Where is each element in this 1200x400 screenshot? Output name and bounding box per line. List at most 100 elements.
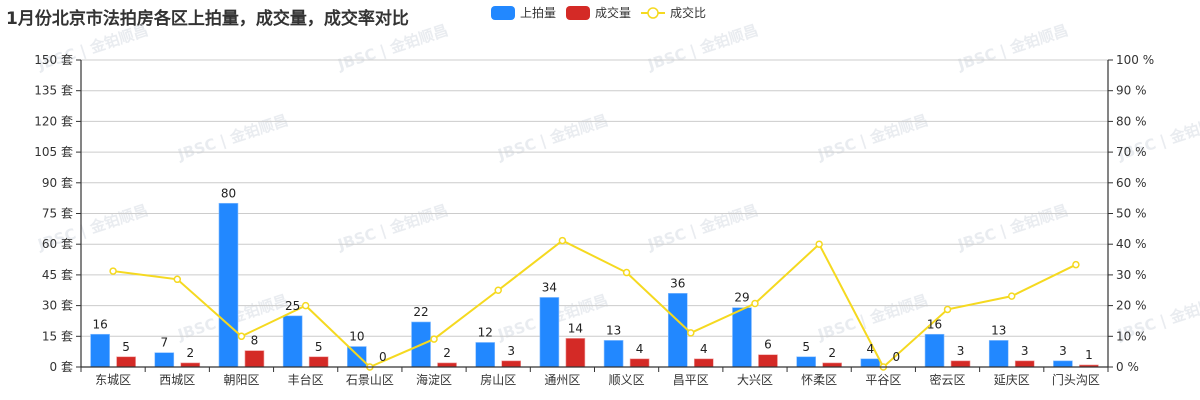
bar-sold-value: 3	[957, 344, 965, 358]
bar-sold[interactable]	[1014, 360, 1035, 368]
bar-listed-value: 36	[670, 276, 685, 290]
watermark-text: JBSC | 金铂顺昌	[955, 21, 1071, 75]
bar-listed-value: 12	[478, 325, 493, 339]
y2-axis-tick-label: 0 %	[1116, 360, 1139, 374]
bar-listed[interactable]	[796, 356, 816, 368]
bar-sold[interactable]	[758, 354, 778, 368]
ratio-point[interactable]	[1007, 292, 1016, 300]
chart-title: 1月份北京市法拍房各区上拍量，成交量，成交率对比	[6, 9, 409, 29]
ratio-point[interactable]	[622, 268, 631, 277]
watermark-text: JBSC | 金铂顺昌	[815, 291, 931, 345]
bar-listed[interactable]	[667, 293, 688, 368]
ratio-point[interactable]	[687, 329, 695, 337]
bar-sold[interactable]	[308, 356, 329, 368]
watermark-text: JBSC | 金铂顺昌	[645, 21, 761, 75]
bar-listed[interactable]	[860, 358, 881, 368]
legend-label-ratio: 成交比	[670, 6, 707, 20]
bar-sold-value: 0	[379, 350, 387, 364]
legend-swatch-sold	[566, 5, 591, 20]
ratio-point[interactable]	[430, 335, 438, 343]
legend-item-ratio[interactable]: 成交比	[641, 4, 706, 21]
bar-sold-value: 4	[700, 342, 708, 356]
ratio-point[interactable]	[237, 332, 246, 341]
bar-listed-value: 3	[1059, 344, 1067, 358]
bar-sold-value: 8	[251, 334, 259, 348]
x-axis-category-label: 朝阳区	[223, 373, 259, 387]
x-axis-category-label: 通州区	[544, 373, 580, 387]
legend-label-sold: 成交量	[595, 6, 632, 20]
y2-axis-tick-label: 100 %	[1116, 53, 1154, 67]
watermark-text: JBSC | 金铂顺昌	[815, 111, 931, 165]
legend-item-listed[interactable]: 上拍量	[491, 4, 556, 21]
bar-sold[interactable]	[244, 350, 265, 368]
bar-listed[interactable]	[603, 340, 624, 368]
bar-listed[interactable]	[282, 315, 303, 368]
y-axis-tick-label: 105 套	[34, 145, 73, 159]
bar-listed-value: 25	[285, 299, 300, 313]
y2-axis-tick-label: 20 %	[1116, 299, 1147, 313]
legend-item-sold[interactable]: 成交量	[566, 4, 631, 21]
x-axis-category-label: 石景山区	[346, 373, 394, 387]
watermark-text: JBSC | 金铂顺昌	[335, 21, 451, 75]
bar-listed[interactable]	[475, 342, 496, 368]
ratio-point[interactable]	[109, 267, 117, 275]
x-axis-category-label: 门头沟区	[1052, 372, 1100, 387]
x-axis-category-label: 海淀区	[416, 372, 452, 387]
bar-sold[interactable]	[629, 358, 650, 368]
bar-listed-value: 4	[867, 342, 875, 356]
y-axis-tick-label: 120 套	[34, 114, 73, 128]
bar-sold[interactable]	[565, 338, 586, 368]
bar-sold-value: 2	[186, 346, 194, 360]
bar-sold[interactable]	[180, 362, 201, 368]
watermark-text: JBSC | 金铂顺昌	[495, 111, 611, 165]
bar-sold-value: 6	[764, 338, 772, 352]
bar-sold[interactable]	[501, 360, 522, 368]
bar-sold[interactable]	[950, 360, 971, 368]
watermark-text: JBSC | 金铂顺昌	[175, 111, 291, 165]
ratio-point[interactable]	[173, 275, 182, 284]
ratio-point[interactable]	[943, 305, 952, 314]
y-axis-tick-label: 15 套	[42, 329, 73, 343]
bar-listed[interactable]	[924, 333, 945, 368]
bar-listed-value: 16	[92, 317, 107, 331]
bar-listed-value: 34	[542, 280, 557, 294]
bar-listed[interactable]	[347, 346, 367, 368]
y-axis-tick-label: 0 套	[50, 360, 73, 374]
ratio-point[interactable]	[494, 286, 502, 294]
watermark-text: JBSC | 金铂顺昌	[955, 201, 1071, 255]
bar-listed[interactable]	[218, 202, 239, 368]
bar-listed[interactable]	[154, 352, 175, 368]
y2-axis-tick-label: 10 %	[1116, 329, 1147, 343]
ratio-point[interactable]	[1072, 260, 1080, 269]
bar-sold[interactable]	[437, 362, 457, 368]
bar-sold-value: 3	[1021, 344, 1029, 358]
bar-series	[90, 202, 1099, 368]
ratio-point[interactable]	[558, 236, 567, 245]
y-axis-tick-label: 60 套	[42, 237, 73, 251]
ratio-point[interactable]	[301, 301, 310, 310]
legend-line-marker-icon	[641, 6, 666, 19]
x-axis-category-label: 平谷区	[865, 373, 901, 387]
legend-label-listed: 上拍量	[520, 6, 557, 20]
ratio-point[interactable]	[815, 240, 823, 248]
y-axis-tick-label: 135 套	[34, 84, 73, 98]
bar-sold-value: 0	[893, 350, 901, 364]
bar-listed[interactable]	[539, 297, 560, 368]
x-axis-category-label: 顺义区	[609, 373, 645, 387]
bar-listed[interactable]	[1053, 360, 1073, 368]
bar-listed-value: 29	[734, 291, 749, 305]
bar-listed-value: 13	[606, 323, 621, 337]
bar-sold-value: 3	[507, 344, 515, 358]
bar-listed-value: 7	[160, 336, 168, 350]
bar-listed[interactable]	[732, 307, 752, 368]
y2-axis-tick-label: 80 %	[1116, 114, 1147, 128]
ratio-point[interactable]	[751, 299, 759, 308]
bar-sold[interactable]	[116, 356, 136, 368]
x-axis-category-label: 房山区	[480, 372, 516, 387]
bar-sold[interactable]	[693, 358, 714, 368]
bar-sold[interactable]	[822, 362, 842, 368]
bar-listed[interactable]	[988, 340, 1009, 368]
bar-listed[interactable]	[90, 333, 110, 368]
y2-axis-tick-label: 50 %	[1116, 207, 1147, 221]
